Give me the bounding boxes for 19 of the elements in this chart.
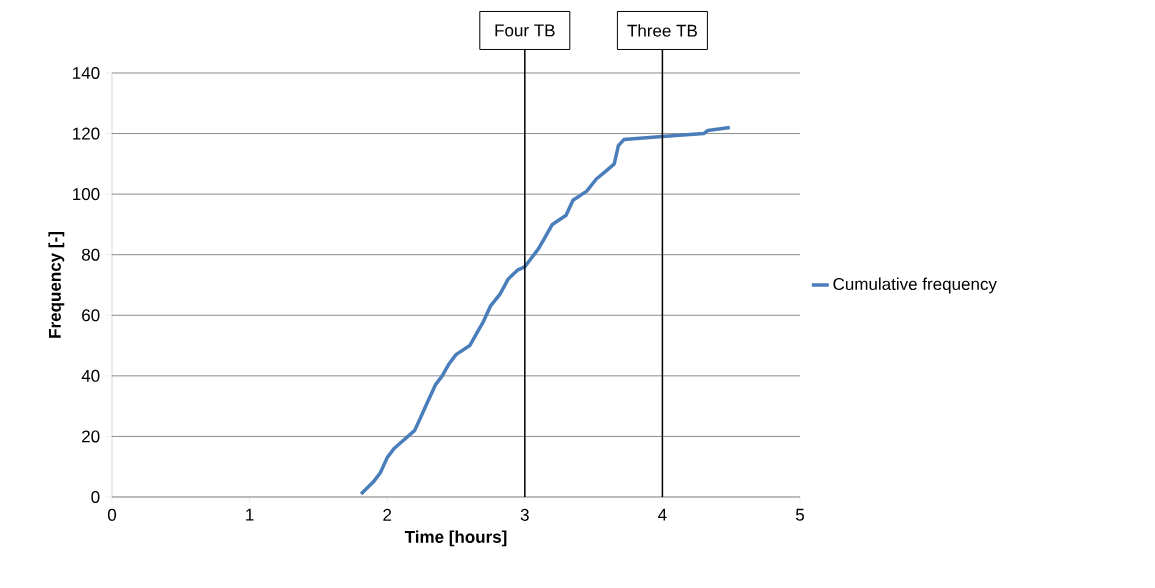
x-tick-label: 2 [383, 508, 392, 521]
y-tick-label: 60 [82, 309, 100, 322]
legend-label: Cumulative frequency [833, 277, 997, 294]
ref-line-label: Three TB [627, 24, 697, 37]
x-axis-title: Time [hours] [404, 530, 507, 547]
y-tick-label: 80 [81, 248, 100, 261]
y-tick-label: 100 [73, 188, 100, 201]
y-tick-label: 20 [82, 430, 100, 443]
x-tick-label: 1 [246, 508, 254, 521]
x-tick-label: 3 [520, 508, 529, 521]
y-tick-label: 0 [91, 490, 100, 504]
y-tick-label: 40 [81, 369, 100, 382]
y-tick-label: 140 [73, 66, 100, 80]
x-tick-label: 5 [795, 508, 805, 521]
ref-line-label: Four TB [495, 24, 555, 37]
x-tick-label: 0 [107, 508, 117, 521]
x-tick-label: 4 [658, 508, 667, 521]
y-axis-title: Frequency [-] [48, 232, 65, 338]
y-tick-label: 120 [73, 127, 100, 140]
